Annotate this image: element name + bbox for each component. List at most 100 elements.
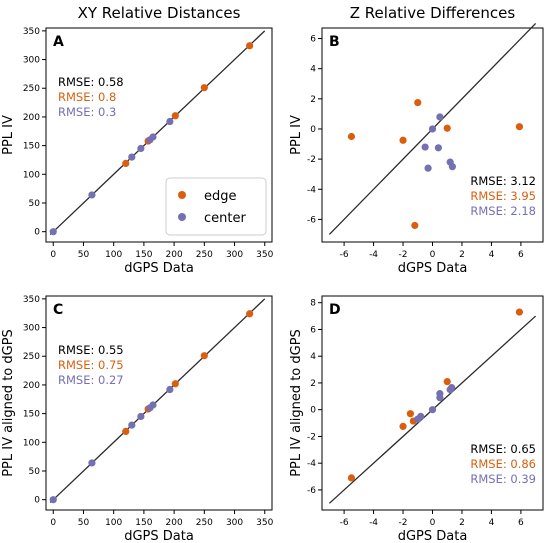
- y-tick-label: 150: [23, 142, 40, 152]
- y-tick-label: 350: [23, 27, 40, 37]
- legend-marker-edge: [178, 191, 186, 199]
- data-point-edge: [443, 378, 451, 386]
- x-tick-label: 300: [226, 250, 243, 260]
- x-tick-label: -6: [340, 250, 349, 260]
- data-point-center: [166, 385, 174, 394]
- data-point-center: [448, 384, 456, 392]
- y-axis-label: PPL IV aligned to dGPS: [289, 329, 304, 477]
- y-tick-label: 200: [23, 113, 40, 123]
- panel-label: B: [329, 34, 340, 50]
- rmse-label-all: RMSE: 0.65: [470, 442, 536, 456]
- y-tick-label: 2: [310, 379, 316, 389]
- data-point-center: [436, 390, 444, 398]
- y-tick-label: 0: [310, 125, 316, 135]
- y-tick-label: 100: [23, 438, 40, 448]
- data-point-center: [137, 144, 145, 153]
- y-axis-label: PPL IV: [1, 115, 16, 155]
- y-tick-label: -6: [307, 215, 316, 225]
- x-tick-label: 0: [50, 518, 56, 528]
- x-tick-label: -2: [399, 518, 408, 528]
- x-tick-label: 350: [256, 250, 273, 260]
- x-axis-label: dGPS Data: [398, 529, 468, 543]
- legend: edge center: [165, 177, 267, 236]
- x-tick-label: 2: [459, 250, 465, 260]
- y-tick-label: 8: [310, 299, 316, 309]
- data-point-edge: [347, 132, 356, 141]
- panel-label: C: [53, 302, 63, 318]
- rmse-label-all: RMSE: 3.12: [470, 174, 536, 188]
- data-point-edge: [515, 123, 524, 131]
- y-tick-label: 50: [29, 199, 41, 209]
- data-point-edge: [443, 124, 451, 132]
- identity-line: [49, 30, 266, 236]
- x-tick-label: 50: [78, 250, 90, 260]
- panel-c: 0 50 100 150 200 250 300 350 0 50 100 150 200 250 300 3…: [1, 295, 274, 543]
- data-point-edge: [246, 42, 254, 50]
- x-tick-label: 0: [430, 518, 436, 528]
- x-tick-label: 150: [135, 518, 152, 528]
- data-point-center: [49, 496, 57, 504]
- rmse-label-center: RMSE: 0.39: [470, 472, 536, 486]
- legend-label: edge: [204, 189, 237, 204]
- y-tick-label: 200: [23, 381, 40, 391]
- data-point-center: [428, 125, 437, 133]
- y-tick-label: 4: [310, 352, 316, 362]
- data-point-edge: [414, 98, 422, 107]
- y-axis-label: PPL IV: [289, 115, 304, 155]
- data-point-edge: [406, 410, 414, 418]
- y-tick-label: 6: [310, 35, 316, 45]
- x-tick-label: 100: [105, 518, 122, 528]
- data-point-center: [166, 117, 174, 126]
- rmse-label-center: RMSE: 2.18: [470, 204, 536, 218]
- data-point-center: [49, 228, 57, 236]
- data-point-center: [128, 421, 136, 429]
- data-point-center: [414, 415, 422, 423]
- x-tick-label: 6: [518, 518, 524, 528]
- y-tick-label: 100: [23, 170, 40, 180]
- rmse-label-all: RMSE: 0.58: [58, 75, 124, 89]
- y-tick-label: 300: [23, 324, 40, 334]
- panel-title: XY Relative Distances: [78, 4, 241, 22]
- x-tick-label: 4: [489, 250, 495, 260]
- data-point-center: [149, 133, 157, 141]
- rmse-label-edge: RMSE: 3.95: [470, 189, 536, 203]
- x-tick-label: -4: [369, 518, 378, 528]
- x-axis-label: dGPS Data: [124, 529, 194, 543]
- x-tick-label: 50: [78, 518, 90, 528]
- panel-label: A: [53, 34, 64, 50]
- y-tick-label: 300: [23, 56, 40, 66]
- axes-frame: [45, 295, 273, 511]
- y-tick-label: 250: [23, 352, 40, 362]
- x-tick-label: 300: [226, 518, 243, 528]
- y-tick-label: 150: [23, 410, 40, 420]
- data-point-edge: [399, 422, 407, 431]
- y-tick-label: 0: [34, 496, 40, 506]
- data-point-center: [88, 459, 96, 467]
- y-tick-label: -2: [307, 432, 316, 442]
- legend-marker-center: [178, 213, 186, 221]
- data-point-center: [436, 113, 444, 121]
- x-tick-label: 0: [50, 250, 56, 260]
- rmse-label-center: RMSE: 0.27: [58, 373, 124, 387]
- x-tick-label: 0: [430, 250, 436, 260]
- panel-label: D: [329, 302, 341, 318]
- y-axis-label: PPL IV aligned to dGPS: [1, 329, 16, 477]
- x-tick-label: -4: [369, 250, 378, 260]
- y-tick-label: -2: [307, 155, 316, 165]
- x-tick-label: 4: [489, 518, 495, 528]
- legend-box: [165, 177, 267, 236]
- y-tick-label: 0: [34, 228, 40, 238]
- data-point-edge: [411, 221, 419, 230]
- x-tick-label: 150: [135, 250, 152, 260]
- x-tick-label: 350: [256, 518, 273, 528]
- legend-label: center: [204, 211, 246, 226]
- data-point-edge: [122, 427, 130, 435]
- y-tick-label: 0: [310, 406, 316, 416]
- x-tick-label: -2: [399, 250, 408, 260]
- data-point-center: [128, 153, 136, 161]
- panel-title: Z Relative Differences: [350, 4, 516, 22]
- x-tick-label: 200: [166, 250, 183, 260]
- y-tick-label: 2: [310, 95, 316, 105]
- x-tick-label: 200: [166, 518, 183, 528]
